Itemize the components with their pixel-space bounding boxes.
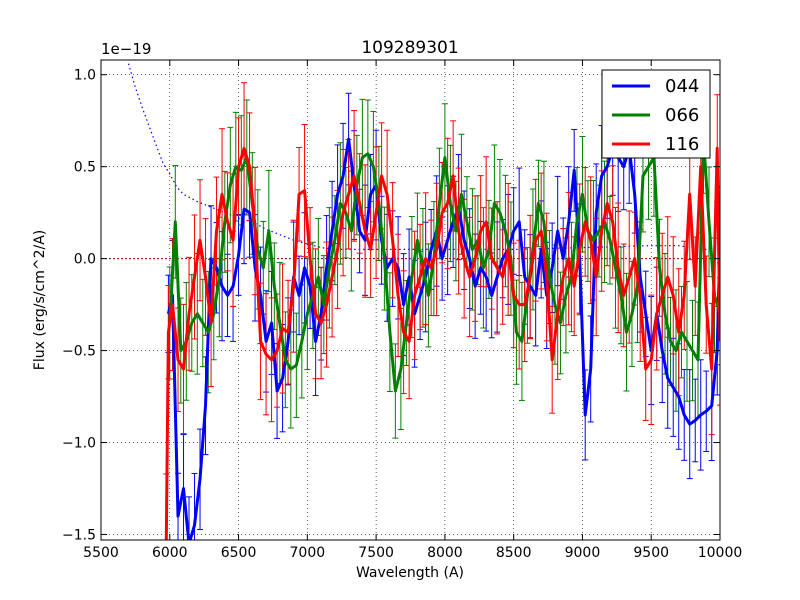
x-tick-label: 10000 xyxy=(698,545,743,561)
legend-label-066: 066 xyxy=(665,105,699,126)
y-offset-label: 1e−19 xyxy=(101,40,151,58)
y-axis-label: Flux (erg/s/cm^2/A) xyxy=(32,230,48,370)
x-tick-label: 9000 xyxy=(565,545,601,561)
legend: 044 066 116 xyxy=(601,69,711,159)
x-axis-label: Wavelength (A) xyxy=(356,565,464,581)
plot-content xyxy=(127,63,720,540)
series-line-116 xyxy=(164,146,720,540)
chart-title: 109289301 xyxy=(361,38,458,58)
legend-label-116: 116 xyxy=(665,134,699,155)
y-tick-label: 0.0 xyxy=(74,252,96,268)
x-tick-label: 6500 xyxy=(221,545,257,561)
y-tick-label: 1.0 xyxy=(74,68,96,84)
x-tick-label: 7500 xyxy=(358,545,394,561)
series-line-066 xyxy=(168,137,720,393)
y-tick-label: 0.5 xyxy=(74,160,96,176)
y-tick-label: −1.0 xyxy=(62,436,96,452)
x-tick-label: 5500 xyxy=(83,545,119,561)
plot-frame xyxy=(100,59,721,541)
y-tick-label: −0.5 xyxy=(62,344,96,360)
axis-ticks: 5500 6000 6500 7000 7500 8000 8500 9000 9500 1000… xyxy=(62,60,742,561)
x-tick-label: 7000 xyxy=(290,545,326,561)
x-tick-label: 9500 xyxy=(633,545,669,561)
x-tick-label: 6000 xyxy=(152,545,188,561)
y-tick-label: −1.5 xyxy=(62,527,96,543)
legend-label-044: 044 xyxy=(665,76,699,97)
x-tick-label: 8500 xyxy=(496,545,532,561)
x-tick-label: 8000 xyxy=(427,545,463,561)
